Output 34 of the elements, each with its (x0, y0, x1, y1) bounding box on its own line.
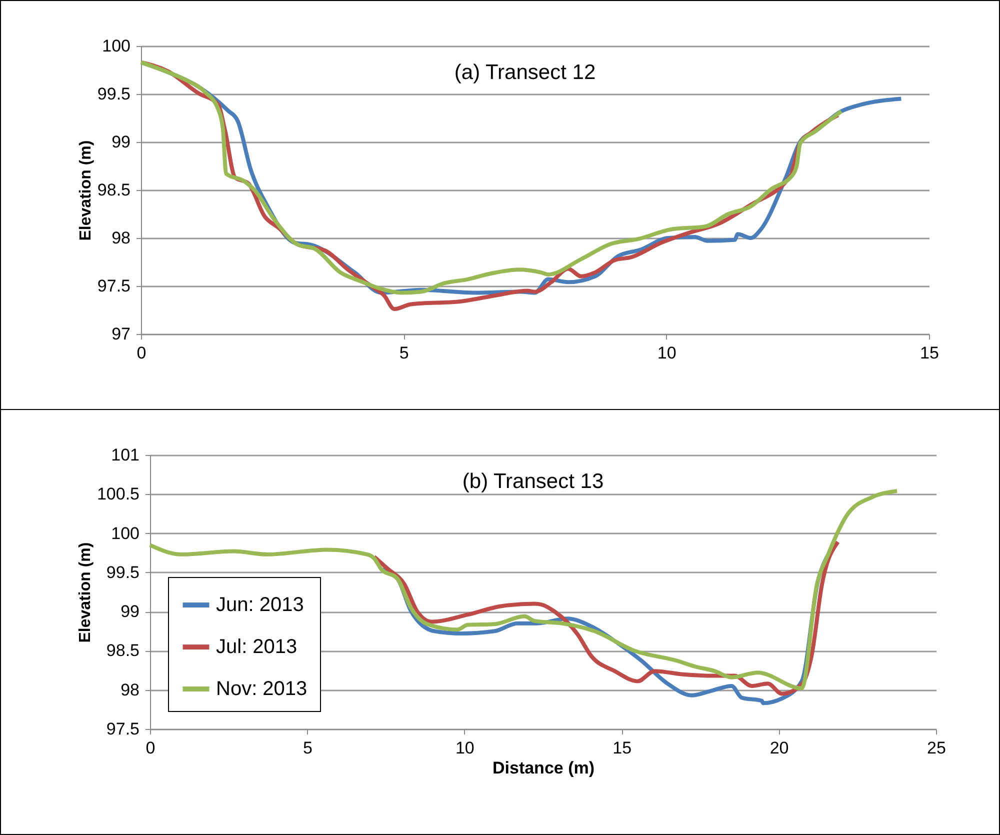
legend-label: Nov: 2013 (216, 678, 308, 700)
y-tick-label: 99.5 (106, 562, 140, 582)
y-tick-label: 99 (112, 132, 130, 152)
y-tick-label: 98.5 (97, 180, 130, 200)
legend-label: Jul: 2013 (216, 636, 298, 658)
x-tick-label: 0 (136, 344, 146, 362)
x-tick-label: 25 (927, 738, 946, 758)
y-tick-label: 98 (120, 680, 140, 700)
y-tick-label: 99 (120, 602, 140, 622)
y-axis-title: Elevation (m) (77, 140, 94, 241)
y-tick-label: 99.5 (97, 84, 130, 104)
y-tick-label: 101 (111, 446, 140, 464)
x-tick-label: 15 (920, 344, 939, 362)
y-axis-title: Elevation (m) (76, 542, 94, 643)
text: (b) Transect 13 (462, 470, 604, 493)
x-tick-label: 5 (302, 738, 312, 758)
line-series (372, 540, 840, 696)
x-tick-label: 0 (146, 738, 156, 758)
y-tick-label: 97 (112, 324, 130, 344)
x-axis-title: Distance (m) (492, 758, 595, 778)
y-tick-label: 97.5 (106, 720, 140, 738)
legend-label: Jun: 2013 (216, 594, 304, 616)
y-tick-label: 97.5 (97, 276, 130, 296)
y-tick-label: 100.5 (96, 484, 140, 504)
x-tick-label: 10 (657, 344, 676, 362)
text: (a) Transect 12 (454, 61, 596, 84)
y-tick-label: 100 (102, 36, 130, 56)
x-tick-label: 5 (399, 344, 409, 362)
y-tick-label: 100 (111, 524, 140, 543)
y-tick-label: 98.5 (106, 641, 140, 660)
y-tick-label: 98 (112, 228, 130, 248)
x-tick-label: 10 (455, 738, 474, 758)
x-tick-label: 20 (770, 738, 789, 758)
x-tick-label: 15 (612, 738, 632, 758)
